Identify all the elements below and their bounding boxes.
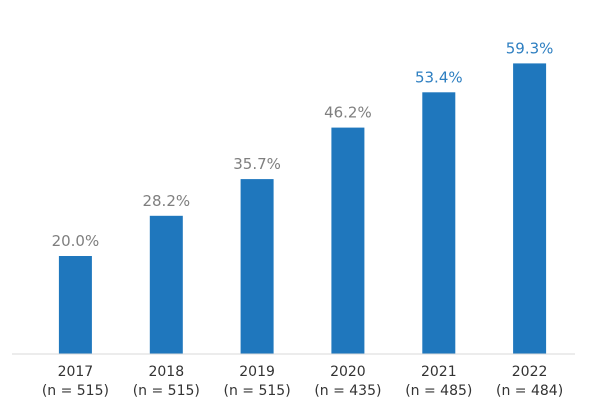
data-label-2020: 46.2% [324, 104, 372, 122]
x-tick-label-2022: 2022 [512, 364, 548, 380]
bar-2017 [58, 256, 92, 354]
x-tick-sublabel-2018: (n = 515) [133, 383, 200, 399]
x-tick-label-2019: 2019 [239, 364, 275, 380]
data-label-2021: 53.4% [415, 68, 463, 86]
x-tick-labels-layer: 2017 (n = 515) 2018 (n = 515) 2019 (n = 515) 2… [42, 364, 563, 399]
x-tick-sublabel-2021: (n = 485) [405, 383, 472, 399]
bar-2020 [331, 127, 365, 354]
bar-2019 [240, 179, 274, 354]
data-label-2019: 35.7% [233, 155, 281, 173]
data-label-2017: 20.0% [52, 232, 100, 250]
x-tick-sublabel-2022: (n = 484) [496, 383, 563, 399]
bar-2018 [149, 215, 183, 354]
bar-2021 [422, 92, 456, 355]
x-tick-sublabel-2019: (n = 515) [224, 383, 291, 399]
x-tick-sublabel-2020: (n = 435) [314, 383, 381, 399]
data-label-2018: 28.2% [142, 192, 190, 210]
x-tick-label-2018: 2018 [148, 364, 184, 380]
data-labels-layer: 20.0% 28.2% 35.7% 46.2% 53.4% 59.3% [52, 39, 554, 250]
bars-layer [58, 63, 547, 355]
bar-2022 [513, 63, 547, 355]
x-tick-label-2020: 2020 [330, 364, 366, 380]
x-tick-sublabel-2017: (n = 515) [42, 383, 109, 399]
data-label-2022: 59.3% [506, 39, 554, 57]
x-tick-label-2021: 2021 [421, 364, 457, 380]
x-tick-label-2017: 2017 [58, 364, 94, 380]
